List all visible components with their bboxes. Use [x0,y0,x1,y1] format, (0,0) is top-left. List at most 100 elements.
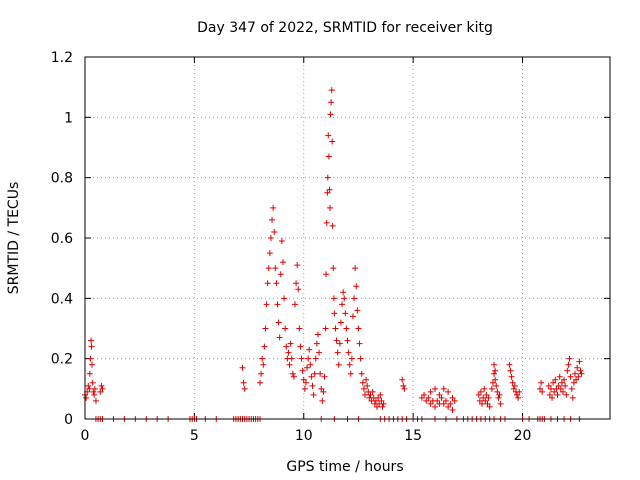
data-point [331,310,338,317]
data-point [492,376,499,383]
data-point [344,337,351,344]
data-point [296,325,303,332]
data-point [374,403,381,410]
data-point [272,265,279,272]
data-point [267,235,274,241]
data-point [347,370,354,377]
data-point [578,370,585,377]
data-point [485,394,492,401]
data-point [313,340,320,347]
data-point [264,280,271,287]
data-point [483,391,490,398]
data-points [82,87,585,422]
data-point [575,373,582,380]
data-point [375,394,382,401]
data-point [89,361,95,368]
y-tick-label: 1 [64,110,73,126]
data-point [421,391,428,398]
data-point [326,186,333,193]
data-point [440,385,447,392]
data-point [537,385,543,392]
data-point [493,382,500,389]
data-point [563,391,570,398]
data-point [486,403,493,410]
data-point [269,216,276,223]
data-point [285,349,292,356]
data-point [480,394,487,401]
x-tick-label: 0 [81,428,90,444]
data-point [88,343,95,350]
data-point [477,388,484,395]
data-point [329,138,336,145]
data-point [574,364,581,371]
data-point [323,271,330,278]
data-point [539,388,546,395]
data-point [308,373,315,380]
data-point [427,388,434,395]
data-point [324,174,331,181]
data-point [494,388,501,395]
data-point [281,295,288,302]
data-point [323,219,330,226]
data-point [496,391,503,398]
data-point [343,325,350,332]
data-point [307,361,314,368]
data-point [320,388,327,395]
data-point [356,340,363,347]
data-point [359,379,366,386]
data-point [568,385,575,392]
data-point [317,370,324,377]
data-point [508,373,515,380]
data-point [507,367,514,374]
data-point [353,283,360,290]
data-point [241,385,248,392]
y-tick-label: 0.6 [51,231,73,247]
data-point [489,379,496,386]
data-point [573,376,580,383]
data-point [547,385,554,392]
data-point [278,238,285,245]
data-point [481,385,488,392]
data-point [316,349,323,356]
data-point [362,391,368,398]
data-point [299,367,306,374]
data-point [277,271,284,278]
data-point [482,397,489,404]
x-tick-label: 20 [514,428,532,444]
data-point [442,397,449,404]
data-point [558,379,565,386]
data-point [561,376,568,383]
data-point [554,391,561,398]
data-point [92,397,99,404]
data-point [328,99,335,106]
data-point [294,262,301,269]
data-point [309,382,316,389]
data-point [484,400,491,407]
data-point [260,361,267,368]
chart-title: Day 347 of 2022, SRMTID for receiver kit… [197,20,493,36]
data-point [515,394,522,401]
data-point [288,355,295,362]
data-point [97,388,104,395]
data-point [372,397,379,404]
data-point [306,346,313,353]
data-point [325,153,332,160]
data-point [91,391,98,398]
data-point [425,394,432,401]
data-point [432,403,438,410]
data-point [334,349,341,356]
data-point [492,367,499,374]
data-point [449,394,456,401]
data-point [339,301,346,308]
data-point [352,265,359,272]
y-tick-label: 1.2 [51,50,73,66]
data-point [565,361,572,368]
data-point [293,280,300,287]
data-point [274,301,281,308]
data-point [335,361,342,368]
data-point [259,355,266,362]
data-point [348,355,355,362]
data-point [367,391,374,398]
